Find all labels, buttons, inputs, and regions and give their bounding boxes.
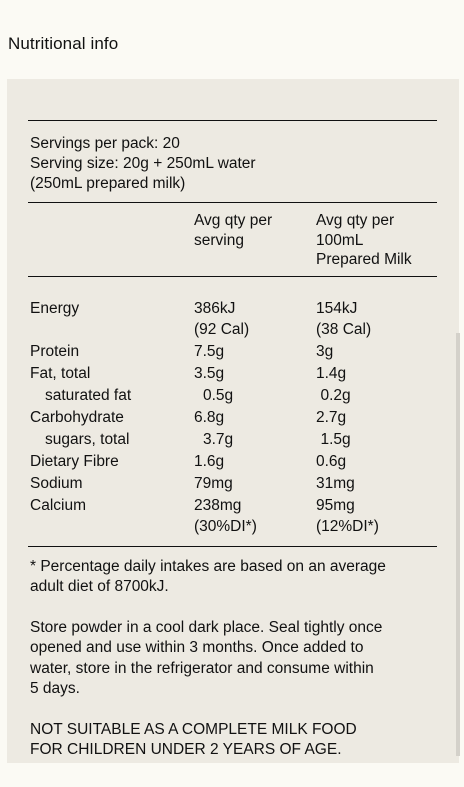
per-serving-value: 3.5g [194, 364, 225, 382]
nutrient-name: saturated fat [45, 386, 132, 404]
header-line: Avg qty per [194, 212, 273, 229]
table-row: Carbohydrate 6.8g 2.7g [28, 407, 437, 429]
page-title: Nutritional info [8, 34, 119, 53]
per-serving-value: 386kJ (92 Cal) [194, 298, 316, 341]
nutrient-name: Carbohydrate [30, 408, 124, 426]
per-serving-value: 238mg (30%DI*) [194, 495, 316, 538]
per-serving-value: 6.8g [194, 408, 225, 426]
rows-divider [28, 275, 437, 277]
value-line: 386kJ [194, 299, 236, 317]
header-divider [28, 202, 437, 203]
per-100ml-value: 95mg (12%DI*) [316, 495, 437, 538]
table-row: Calcium 238mg (30%DI*) 95mg (12%DI*) [28, 495, 437, 538]
per-100ml-value: 2.7g [316, 408, 347, 426]
nutrient-name: Dietary Fibre [30, 452, 119, 470]
per-serving-value: 3.7g [202, 430, 234, 448]
table-header: Avg qty per serving Avg qty per 100mL Pr… [28, 203, 437, 276]
notes: * Percentage daily intakes are based on … [28, 547, 437, 761]
serving-size: Serving size: 20g + 250mL water [30, 155, 256, 172]
warning: NOT SUITABLE AS A COMPLETE MILK FOOD FOR… [30, 720, 437, 761]
per-serving-value: 1.6g [194, 452, 225, 470]
table-row: Sodium 79mg 31mg [28, 473, 437, 495]
value-line: (38 Cal) [316, 321, 372, 338]
nutrition-table: Servings per pack: 20 Serving size: 20g … [28, 120, 437, 781]
nutrient-name: Fat, total [30, 364, 91, 382]
table-row: Protein 7.5g 3g [28, 341, 437, 363]
per-100ml-value: 0.2g [320, 386, 351, 404]
value-line: (12%DI*) [316, 518, 379, 535]
servings-info: Servings per pack: 20 Serving size: 20g … [28, 121, 437, 202]
table-row: sugars, total 3.7g 1.5g [28, 429, 437, 451]
per-serving-value: 0.5g [202, 386, 234, 404]
note-line: NOT SUITABLE AS A COMPLETE MILK FOOD [30, 720, 357, 738]
value-line: 238mg [194, 496, 242, 514]
scrollbar[interactable] [456, 333, 460, 756]
note-line: adult diet of 8700kJ. [30, 578, 169, 595]
note-line: FOR CHILDREN UNDER 2 YEARS OF AGE. [30, 741, 342, 758]
header-line: 100mL [316, 231, 364, 249]
per-serving-value: 7.5g [194, 342, 225, 360]
header-per-serving: Avg qty per serving [194, 211, 316, 270]
value-line: (30%DI*) [194, 518, 257, 535]
note-line: * Percentage daily intakes are based on … [30, 557, 386, 575]
header-spacer [28, 211, 194, 270]
table-row: Fat, total 3.5g 1.4g [28, 363, 437, 385]
nutrient-name: Calcium [30, 496, 86, 514]
servings-per-pack: Servings per pack: 20 [30, 135, 180, 152]
note-line: 5 days. [30, 680, 80, 697]
per-serving-value: 79mg [194, 474, 233, 492]
header-per-100ml: Avg qty per 100mL Prepared Milk [316, 211, 437, 270]
nutrient-name: Sodium [30, 474, 83, 492]
note-line: opened and use within 3 months. Once add… [30, 639, 364, 656]
nutrient-name: Energy [30, 299, 80, 317]
footnote: * Percentage daily intakes are based on … [30, 557, 437, 598]
per-100ml-value: 154kJ (38 Cal) [316, 298, 437, 341]
per-100ml-value: 3g [316, 342, 334, 360]
nutrient-rows: Energy 386kJ (92 Cal) 154kJ (38 Cal) Prote… [28, 277, 437, 546]
storage-instructions: Store powder in a cool dark place. Seal … [30, 618, 437, 700]
nutrient-name: Protein [30, 342, 80, 360]
table-row: Dietary Fibre 1.6g 0.6g [28, 451, 437, 473]
per-100ml-value: 31mg [316, 474, 355, 492]
value-line: 154kJ [316, 299, 358, 317]
table-row: Energy 386kJ (92 Cal) 154kJ (38 Cal) [28, 298, 437, 341]
table-row: saturated fat 0.5g 0.2g [28, 385, 437, 407]
header-line: serving [194, 231, 244, 249]
serving-prepared: (250mL prepared milk) [30, 175, 186, 192]
per-100ml-value: 1.5g [320, 430, 351, 448]
notes-divider [28, 545, 437, 547]
per-100ml-value: 1.4g [316, 364, 347, 382]
value-line: 95mg [316, 496, 355, 514]
top-divider [28, 120, 437, 121]
header-line: Prepared Milk [316, 251, 412, 268]
header-line: Avg qty per [316, 212, 395, 229]
note-line: Store powder in a cool dark place. Seal … [30, 618, 383, 636]
per-100ml-value: 0.6g [316, 452, 347, 470]
value-line: (92 Cal) [194, 321, 250, 338]
nutrient-name: sugars, total [45, 430, 130, 448]
note-line: water, store in the refrigerator and con… [30, 659, 374, 677]
nutrition-panel: Servings per pack: 20 Serving size: 20g … [7, 79, 459, 763]
